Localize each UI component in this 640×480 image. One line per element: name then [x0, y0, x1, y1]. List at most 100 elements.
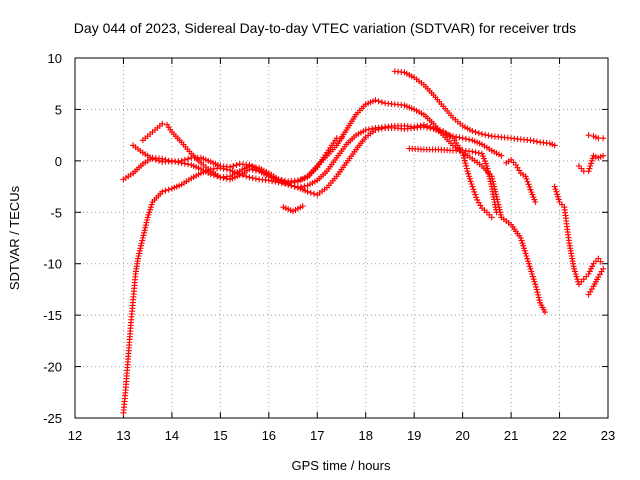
data-point: [529, 271, 536, 277]
data-point: [459, 135, 466, 142]
data-point: [554, 193, 561, 200]
y-tick-label: -20: [43, 360, 62, 375]
data-point: [600, 152, 607, 159]
data-point: [551, 183, 558, 190]
data-point: [159, 120, 166, 127]
data-point: [532, 199, 539, 205]
data-point: [573, 273, 580, 280]
data-point: [456, 134, 463, 141]
data-point: [520, 242, 527, 249]
data-point: [148, 201, 155, 208]
data-point: [586, 165, 593, 172]
x-tick-label: 22: [552, 428, 566, 443]
data-point: [134, 255, 141, 262]
data-point: [362, 127, 369, 133]
data-point: [140, 232, 147, 239]
x-tick-label: 17: [310, 428, 324, 443]
series-arc-11: [575, 152, 607, 175]
y-tick-label: -10: [43, 257, 62, 272]
data-points: [120, 68, 607, 416]
y-tick-label: 10: [48, 51, 62, 66]
grid: [75, 58, 608, 418]
data-point: [469, 148, 476, 155]
data-point: [243, 173, 250, 180]
data-point: [136, 247, 143, 254]
data-point: [147, 206, 154, 213]
data-point: [472, 149, 479, 156]
data-point: [519, 240, 526, 247]
data-point: [249, 175, 256, 181]
data-point: [307, 189, 314, 196]
data-point: [365, 126, 372, 133]
data-point: [462, 160, 469, 167]
data-point: [139, 237, 146, 244]
data-point: [162, 187, 169, 194]
data-point: [469, 183, 476, 190]
data-point: [461, 157, 468, 164]
data-point: [588, 265, 595, 272]
data-point: [470, 186, 477, 193]
data-point: [301, 175, 308, 182]
data-point: [535, 294, 542, 301]
series-arc-7: [406, 145, 500, 216]
x-axis: 12 13 14 15 16 17 18 19 20 21 22 23: [68, 58, 615, 443]
data-point: [461, 154, 468, 161]
series-arc-4: [120, 135, 345, 185]
data-point: [530, 137, 537, 144]
data-point: [162, 156, 169, 163]
data-point: [145, 211, 152, 218]
data-point: [485, 132, 492, 139]
data-point: [136, 250, 143, 257]
data-point: [420, 121, 427, 128]
y-tick-label: 5: [55, 102, 62, 117]
data-point: [165, 157, 172, 164]
data-point: [585, 271, 592, 277]
data-point: [551, 142, 558, 149]
data-point: [595, 255, 602, 262]
data-point: [523, 253, 530, 259]
x-axis-label: GPS time / hours: [292, 458, 391, 473]
data-point: [486, 173, 493, 180]
data-point: [462, 135, 469, 142]
data-point: [165, 186, 172, 193]
data-point: [600, 135, 607, 142]
data-point: [585, 132, 592, 139]
data-point: [524, 255, 531, 262]
x-tick-label: 16: [262, 428, 276, 443]
data-point: [275, 176, 282, 183]
data-point: [523, 175, 530, 182]
series-arc-3: [139, 97, 549, 316]
data-point: [527, 137, 534, 144]
data-point: [227, 164, 234, 171]
data-point: [294, 177, 301, 184]
data-point: [467, 178, 474, 185]
y-tick-label: -15: [43, 308, 62, 323]
data-point: [465, 170, 472, 177]
data-point: [535, 291, 542, 298]
data-point: [142, 224, 149, 231]
data-point: [493, 209, 500, 216]
data-point: [159, 155, 166, 162]
data-point: [369, 125, 376, 132]
series-arc-10: [585, 265, 607, 298]
data-point: [147, 204, 154, 211]
data-point: [531, 278, 538, 285]
data-point: [525, 260, 532, 267]
data-point: [482, 131, 489, 138]
data-point: [304, 188, 311, 195]
data-point: [138, 242, 145, 249]
data-point: [497, 211, 504, 218]
data-point: [378, 99, 385, 106]
series-arc-12: [585, 132, 607, 142]
data-point: [181, 156, 188, 163]
data-point: [185, 155, 192, 162]
x-tick-label: 23: [601, 428, 615, 443]
data-point: [178, 157, 185, 164]
data-point: [141, 227, 148, 234]
data-point: [536, 297, 543, 304]
data-point: [146, 209, 153, 216]
data-point: [138, 240, 145, 247]
data-point: [518, 237, 525, 244]
data-point: [141, 229, 148, 236]
data-point: [485, 170, 492, 177]
